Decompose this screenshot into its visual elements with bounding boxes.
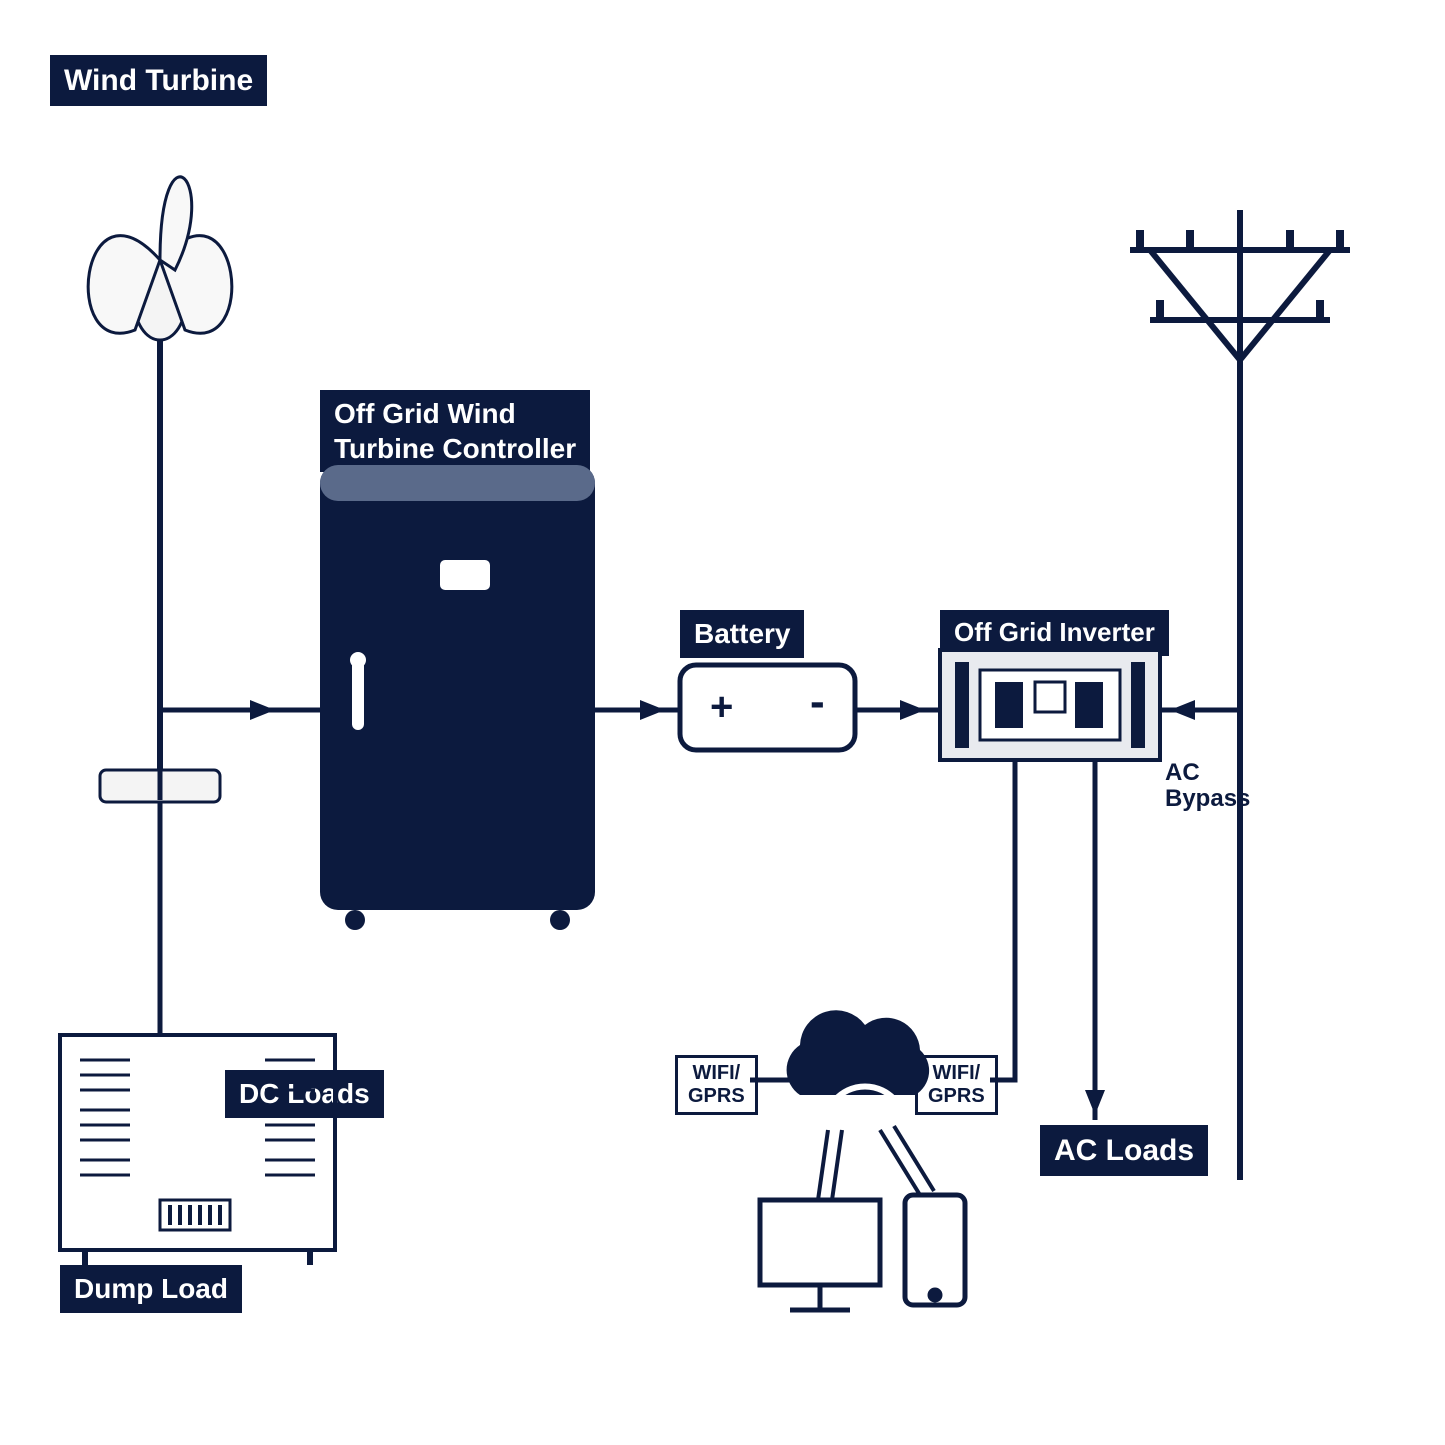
inverter-label: Off Grid Inverter <box>940 610 1169 656</box>
wind-turbine-label: Wind Turbine <box>50 55 267 106</box>
phone-icon <box>905 1195 965 1305</box>
controller-label-line1: Off Grid Wind <box>334 398 516 429</box>
inverter-icon <box>940 650 1160 760</box>
battery-minus: - <box>810 677 825 726</box>
monitor-icon <box>760 1200 880 1310</box>
controller-label: Off Grid Wind Turbine Controller <box>320 390 590 472</box>
ac-bypass-label: AC Bypass <box>1165 760 1250 813</box>
utility-pole-icon <box>1130 210 1350 1180</box>
battery-label: Battery <box>680 610 804 658</box>
battery-icon: + - <box>680 665 855 750</box>
diagram-canvas: + - <box>0 0 1445 1445</box>
ac-loads-label: AC Loads <box>1040 1125 1208 1176</box>
wifi-gprs-right-label: WIFI/ GPRS <box>915 1055 998 1115</box>
dc-loads-label: DC Loads <box>225 1070 384 1118</box>
wifi-gprs-left-label: WIFI/ GPRS <box>675 1055 758 1115</box>
cloud-wifi-icon <box>787 1010 930 1126</box>
battery-plus: + <box>710 685 733 729</box>
wind-turbine-icon <box>88 177 232 802</box>
dump-load-label: Dump Load <box>60 1265 242 1313</box>
controller-icon <box>320 465 595 930</box>
controller-label-line2: Turbine Controller <box>334 433 576 464</box>
